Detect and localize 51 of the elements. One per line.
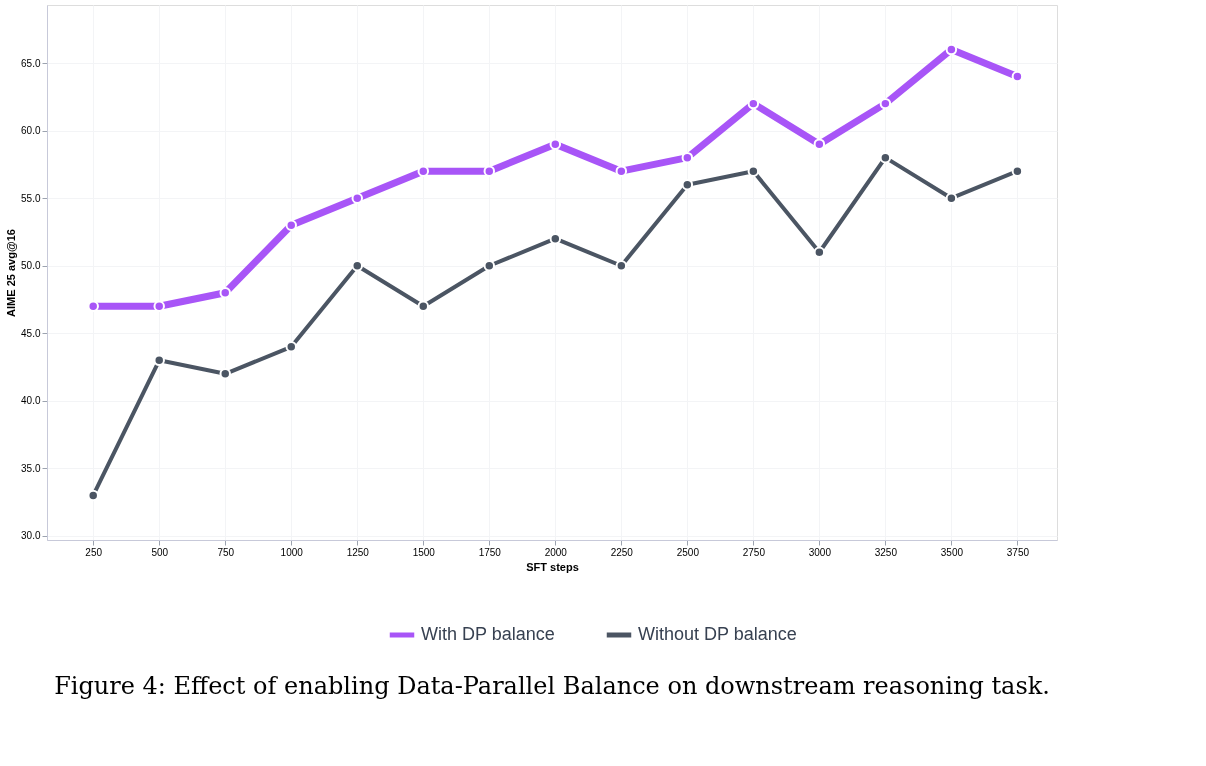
y-tick-label: 30.0 [21, 530, 41, 542]
point [549, 138, 562, 150]
point [615, 165, 628, 177]
x-tick-label: 1500 [412, 546, 436, 558]
x-tick-label: 3750 [1006, 546, 1030, 558]
point [219, 368, 231, 380]
x-tick-label: 2500 [676, 546, 700, 558]
y-tick-label: 55.0 [21, 192, 41, 204]
point [813, 138, 826, 150]
x-tick-label: 3500 [940, 546, 964, 558]
point [351, 260, 363, 272]
point [615, 260, 628, 272]
point [285, 219, 297, 231]
point [879, 97, 892, 110]
x-tick-label: 250 [85, 546, 103, 558]
x-axis-title: SFT steps [526, 560, 579, 573]
point [351, 192, 363, 204]
x-tick-label: 2000 [544, 546, 568, 558]
point [945, 192, 958, 204]
point [879, 151, 892, 164]
y-tick-label: 45.0 [21, 327, 41, 339]
point [417, 300, 430, 313]
y-tick-label: 50.0 [21, 260, 41, 272]
x-tick-label: 1000 [280, 546, 304, 558]
x-tick-label: 1750 [478, 546, 502, 558]
y-axis-title: AIME 25 avg@16 [5, 229, 18, 317]
y-tick-label: 40.0 [21, 395, 41, 407]
x-tick-label: 2750 [742, 546, 766, 558]
legend-label: With DP balance [421, 624, 555, 644]
point [681, 178, 694, 191]
x-tick-label: 500 [151, 546, 169, 558]
point [747, 97, 760, 110]
caption: Figure 4: Effect of enabling Data-Parallel Balance on downstream reasoning task. [54, 672, 1050, 700]
legend-label: Without DP balance [638, 624, 797, 644]
x-tick-label: 3250 [874, 546, 898, 558]
point [483, 260, 496, 272]
y-tick-label: 60.0 [21, 125, 41, 137]
point [549, 232, 562, 245]
point [219, 287, 231, 299]
x-tick-label: 3000 [808, 546, 832, 558]
x-tick-label: 2250 [610, 546, 634, 558]
point [681, 151, 694, 164]
point [417, 165, 430, 177]
x-tick-label: 750 [217, 546, 235, 558]
point [285, 341, 297, 353]
x-tick-label: 1250 [346, 546, 370, 558]
y-tick-label: 35.0 [21, 462, 41, 474]
point [483, 165, 496, 177]
point [153, 300, 165, 313]
point [945, 43, 958, 56]
y-tick-label: 65.0 [21, 57, 41, 69]
